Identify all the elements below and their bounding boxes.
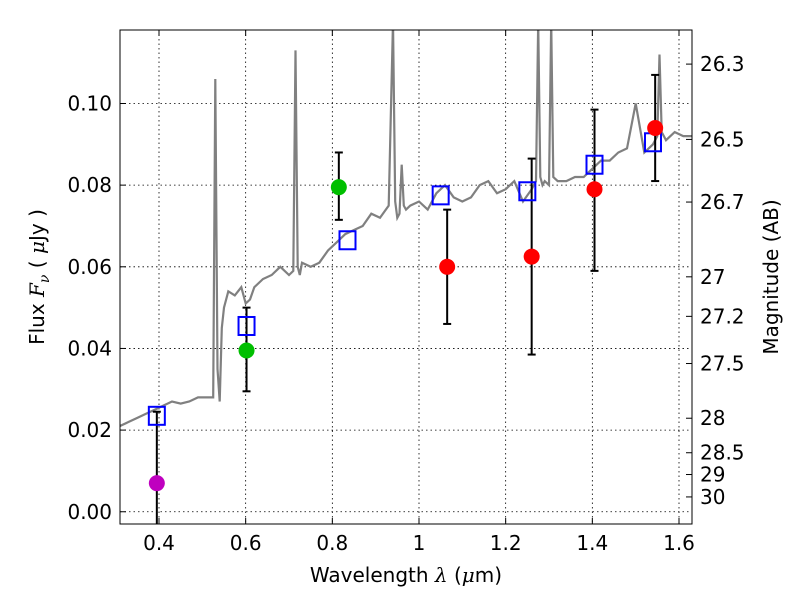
observed-point <box>330 179 347 196</box>
magnitude-tick-label: 26.3 <box>700 52 745 76</box>
y-tick-label: 0.10 <box>67 91 112 115</box>
model-point <box>338 230 357 251</box>
spectrum-series <box>120 30 692 427</box>
observed-point <box>647 119 664 136</box>
magnitude-tick-label: 26.5 <box>700 127 745 151</box>
y-axis-title: Flux Fν ( μJy ) <box>25 209 53 345</box>
grid <box>120 30 692 524</box>
spectrum-line <box>120 30 692 427</box>
model-point <box>518 181 537 202</box>
observed-point <box>439 258 456 275</box>
observed-point <box>238 342 255 359</box>
magnitude-tick-label: 27.2 <box>700 304 745 328</box>
y-tick-label: 0.04 <box>67 336 112 360</box>
observed-point <box>148 475 165 492</box>
x-tick-label: 0.4 <box>143 531 175 555</box>
x-tick-label: 0.8 <box>316 531 348 555</box>
model-point <box>147 405 166 426</box>
x-axis-title: Wavelength λ (μm) <box>310 563 502 587</box>
y-tick-label: 0.06 <box>67 255 112 279</box>
observed-point <box>586 181 603 198</box>
magnitude-tick-label: 26.7 <box>700 190 745 214</box>
plot-frame <box>119 29 693 525</box>
x-tick-label: 1.4 <box>576 531 608 555</box>
model-point <box>237 315 256 336</box>
y-ticks: 0.00 0.02 0.04 0.06 0.08 0.10 <box>67 91 126 524</box>
magnitude-tick-label: 27.5 <box>700 352 745 376</box>
y-tick-label: 0.00 <box>67 500 112 524</box>
magnitude-tick-label: 27 <box>700 265 725 289</box>
x-tick-label: 1 <box>413 531 426 555</box>
observed-point <box>523 248 540 265</box>
magnitude-tick-label: 28 <box>700 406 725 430</box>
model-point <box>585 154 604 175</box>
observed-points <box>148 119 664 492</box>
error-bars <box>152 73 660 524</box>
magnitude-tick-label: 30 <box>700 485 725 509</box>
x-ticks: 0.4 0.6 0.8 1 1.2 1.4 1.6 <box>143 30 695 555</box>
magnitude-axis-title: Magnitude (AB) <box>759 199 783 354</box>
y-tick-label: 0.08 <box>67 173 112 197</box>
x-tick-label: 0.6 <box>230 531 262 555</box>
model-point <box>431 185 450 206</box>
y-tick-label: 0.02 <box>67 418 112 442</box>
x-tick-label: 1.6 <box>663 531 695 555</box>
x-tick-label: 1.2 <box>490 531 522 555</box>
magnitude-tick-label: 29 <box>700 463 725 487</box>
model-points <box>147 132 662 426</box>
magnitude-tick-label: 28.5 <box>700 441 745 465</box>
